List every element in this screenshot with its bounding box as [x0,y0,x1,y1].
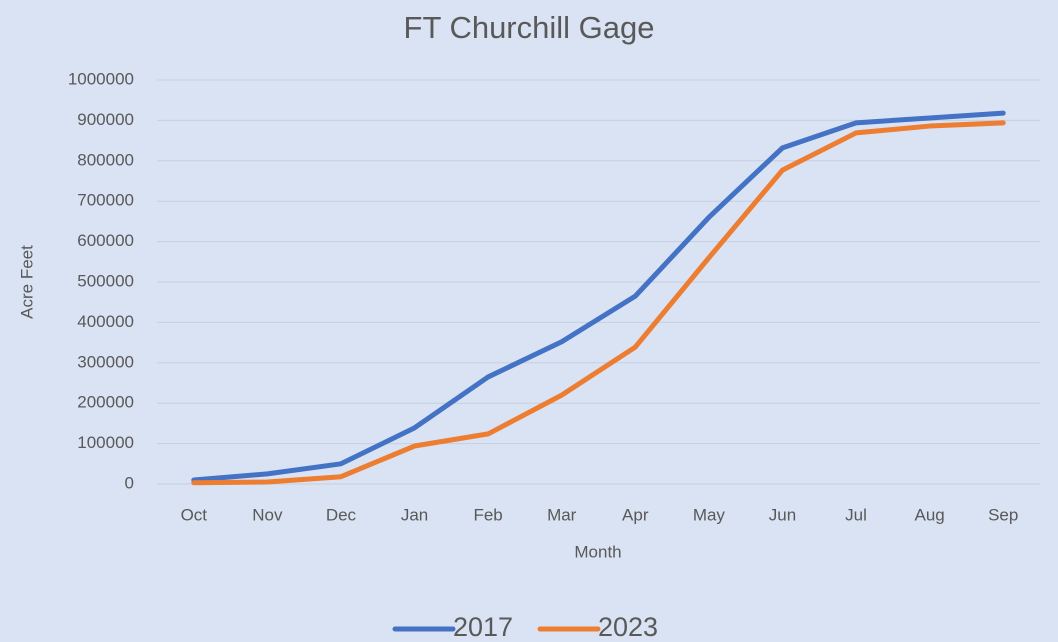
y-tick-label: 700000 [77,191,134,210]
y-tick-label: 500000 [77,271,134,290]
y-tick-label: 200000 [77,393,134,412]
y-tick-label: 0 [125,473,134,492]
x-tick-label: Feb [473,505,502,524]
x-tick-label: Jan [401,505,428,524]
y-tick-label: 100000 [77,433,134,452]
x-tick-label: Sep [988,505,1018,524]
x-tick-label: Nov [252,505,283,524]
y-axis-label: Acre Feet [17,245,36,319]
x-tick-label: Jul [845,505,867,524]
legend-label: 2017 [453,612,513,642]
y-tick-label: 800000 [77,150,134,169]
y-tick-label: 300000 [77,352,134,371]
line-series [191,120,1006,486]
x-tick-label: Dec [326,505,357,524]
x-axis-label: Month [574,542,621,561]
chart-title: FT Churchill Gage [404,10,655,45]
x-tick-label: Jun [769,505,796,524]
y-tick-label: 600000 [77,231,134,250]
y-tick-label: 900000 [77,110,134,129]
y-tick-label: 1000000 [68,69,134,88]
x-tick-label: Aug [915,505,945,524]
legend-label: 2023 [598,612,658,642]
x-tick-label: May [693,505,726,524]
x-tick-label: Mar [547,505,577,524]
x-tick-label: Oct [181,505,208,524]
line-series [191,110,1006,483]
x-tick-label: Apr [622,505,649,524]
y-tick-label: 400000 [77,312,134,331]
